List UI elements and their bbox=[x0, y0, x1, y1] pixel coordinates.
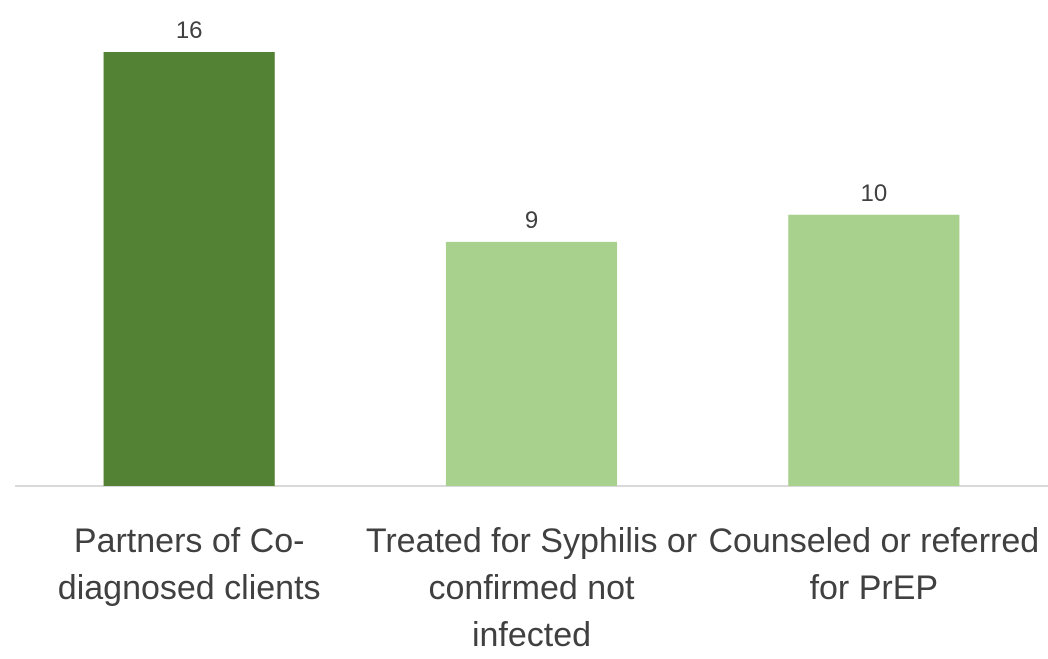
data-label: 10 bbox=[860, 180, 887, 207]
data-label: 9 bbox=[525, 207, 538, 234]
x-tick-label: Counseled or referred for PrEP bbox=[708, 522, 1040, 607]
x-tick-label: Treated for Syphilis or confirmed not in… bbox=[365, 522, 698, 654]
bar bbox=[103, 52, 275, 486]
data-label: 16 bbox=[176, 17, 203, 44]
bar bbox=[445, 241, 618, 486]
bar bbox=[788, 214, 960, 486]
x-tick-label: Partners of Co-diagnosed clients bbox=[57, 522, 321, 607]
